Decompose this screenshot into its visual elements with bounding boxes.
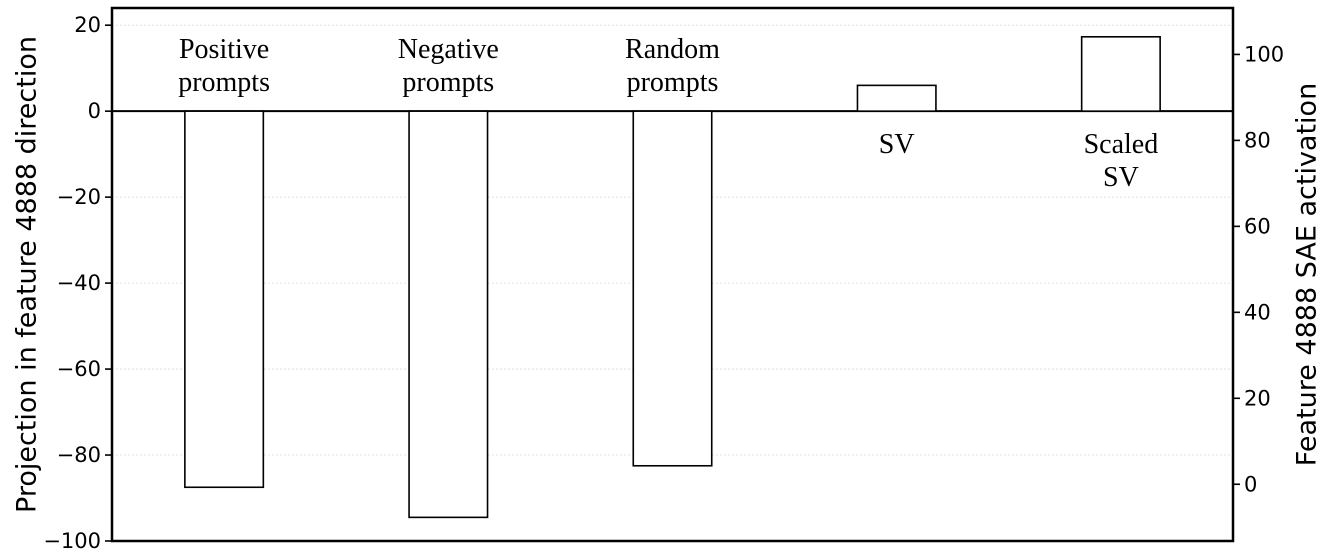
bar-label: Positive prompts [178,34,270,98]
right-tick-label: 80 [1244,128,1271,152]
plot-frame [110,6,1235,543]
bar-label: SV [879,129,915,160]
left-axis-label: Projection in feature 4888 direction [11,36,42,513]
left-tick-label: −80 [57,443,101,467]
left-tick-label: −20 [57,185,101,209]
right-axis-label: Feature 4888 SAE activation [1291,83,1322,466]
right-y-axis: 100 80 60 40 20 0 [1233,42,1284,496]
left-tick-label: 0 [88,99,101,123]
bar [856,84,937,112]
bar-label: Random prompts [625,34,720,98]
right-tick-label: 60 [1244,214,1271,238]
left-tick-label: −100 [43,529,101,553]
left-y-axis: 20 0 −20 −40 −60 −80 −100 [43,13,112,553]
bar-label: Scaled SV [1084,129,1159,193]
bar [1080,35,1161,112]
left-tick-label: −60 [57,357,101,381]
bars [184,35,1161,519]
right-tick-label: 0 [1244,472,1257,496]
bar [184,110,265,489]
bar [632,110,713,467]
right-tick-label: 100 [1244,42,1284,66]
right-tick-label: 40 [1244,300,1271,324]
bar-label: Negative prompts [398,34,499,98]
bar-labels: Positive prompts Negative prompts Random prom… [178,34,1158,193]
left-tick-label: 20 [74,13,101,37]
bar [408,110,489,519]
right-tick-label: 20 [1244,386,1271,410]
left-tick-label: −40 [57,271,101,295]
